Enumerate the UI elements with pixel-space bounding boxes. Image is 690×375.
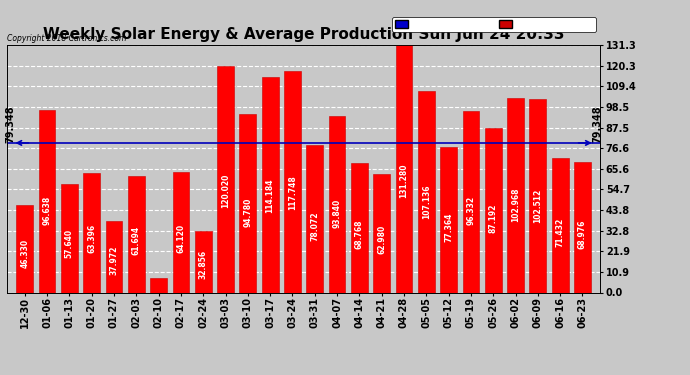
Text: 37.972: 37.972 <box>110 246 119 275</box>
Bar <box>150 278 167 292</box>
Bar <box>328 116 346 292</box>
Bar <box>83 173 100 292</box>
Bar <box>507 98 524 292</box>
Text: 71.432: 71.432 <box>555 217 564 246</box>
Text: 68.768: 68.768 <box>355 219 364 249</box>
Text: 96.332: 96.332 <box>466 196 475 225</box>
Bar <box>351 163 368 292</box>
Bar <box>552 158 569 292</box>
Text: 87.192: 87.192 <box>489 204 497 233</box>
Text: 93.840: 93.840 <box>333 198 342 228</box>
Text: 114.184: 114.184 <box>266 178 275 213</box>
Bar <box>217 66 234 292</box>
Text: 57.640: 57.640 <box>65 229 74 258</box>
Text: Copyright 2018 Cartronics.com: Copyright 2018 Cartronics.com <box>7 34 126 43</box>
Text: 64.120: 64.120 <box>177 224 186 253</box>
Text: 46.330: 46.330 <box>20 238 29 268</box>
Text: 68.976: 68.976 <box>578 219 587 249</box>
Bar <box>440 147 457 292</box>
Text: 63.396: 63.396 <box>87 224 96 253</box>
Bar <box>262 77 279 292</box>
Bar <box>529 99 546 292</box>
Bar <box>306 146 323 292</box>
Bar <box>239 114 256 292</box>
Bar <box>195 231 212 292</box>
Bar <box>17 205 33 292</box>
Legend: Average  (kWh), Weekly  (kWh): Average (kWh), Weekly (kWh) <box>392 17 595 32</box>
Text: 117.748: 117.748 <box>288 175 297 210</box>
Text: 61.694: 61.694 <box>132 226 141 255</box>
Text: 79.348: 79.348 <box>592 105 602 143</box>
Text: 107.136: 107.136 <box>422 184 431 219</box>
Bar <box>462 111 480 292</box>
Text: 77.364: 77.364 <box>444 212 453 242</box>
Bar <box>395 45 413 292</box>
Bar <box>418 90 435 292</box>
Text: 120.020: 120.020 <box>221 174 230 208</box>
Bar <box>61 184 78 292</box>
Text: 62.980: 62.980 <box>377 225 386 254</box>
Bar <box>106 221 122 292</box>
Text: 94.780: 94.780 <box>244 197 253 227</box>
Bar <box>284 70 301 292</box>
Text: 102.968: 102.968 <box>511 188 520 222</box>
Bar <box>485 128 502 292</box>
Bar <box>172 172 189 292</box>
Bar <box>39 110 55 292</box>
Text: 131.280: 131.280 <box>400 164 408 198</box>
Text: 102.512: 102.512 <box>533 188 542 223</box>
Bar <box>128 176 145 292</box>
Text: 78.072: 78.072 <box>310 211 319 241</box>
Text: 32.856: 32.856 <box>199 250 208 279</box>
Bar <box>373 174 390 292</box>
Text: 96.638: 96.638 <box>43 196 52 225</box>
Bar <box>574 162 591 292</box>
Text: 79.348: 79.348 <box>6 105 15 143</box>
Title: Weekly Solar Energy & Average Production Sun Jun 24 20:33: Weekly Solar Energy & Average Production… <box>43 27 564 42</box>
